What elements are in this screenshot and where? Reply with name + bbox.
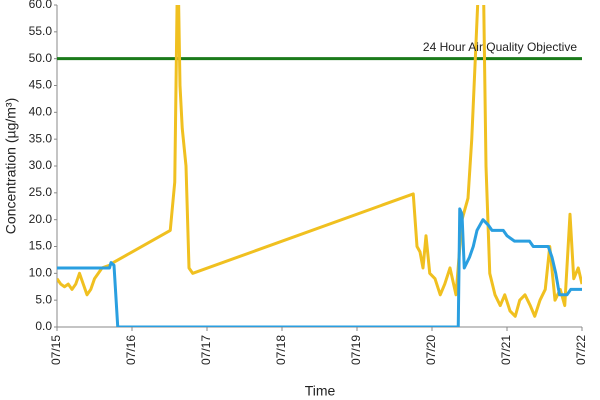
y-tick-label: 20.0 [29, 212, 53, 226]
y-tick-label: 15.0 [29, 239, 53, 253]
y-tick-label: 60.0 [29, 0, 53, 11]
x-tick-label: 07/17 [199, 335, 213, 365]
series-line [57, 207, 582, 327]
x-tick-label: 07/15 [49, 335, 63, 365]
x-tick-label: 07/22 [574, 335, 588, 365]
y-tick-label: 50.0 [29, 51, 53, 65]
x-axis-label: Time [305, 383, 336, 399]
y-tick-label: 40.0 [29, 105, 53, 119]
objective-label: 24 Hour Air Quality Objective [423, 40, 577, 54]
y-tick-label: 10.0 [29, 266, 53, 280]
y-tick-label: 25.0 [29, 185, 53, 199]
y-tick-label: 0.0 [35, 319, 52, 333]
y-tick-label: 5.0 [35, 292, 52, 306]
y-tick-label: 30.0 [29, 158, 53, 172]
y-axis-label: Concentration (µg/m³) [3, 98, 19, 234]
series-line [57, 5, 582, 318]
y-tick-label: 45.0 [29, 78, 53, 92]
x-tick-label: 07/18 [274, 335, 288, 365]
x-tick-label: 07/21 [499, 335, 513, 365]
x-tick-label: 07/19 [349, 335, 363, 365]
x-tick-label: 07/20 [424, 335, 438, 365]
y-tick-label: 35.0 [29, 131, 53, 145]
x-tick-label: 07/16 [124, 335, 138, 365]
y-tick-label: 55.0 [29, 24, 53, 38]
